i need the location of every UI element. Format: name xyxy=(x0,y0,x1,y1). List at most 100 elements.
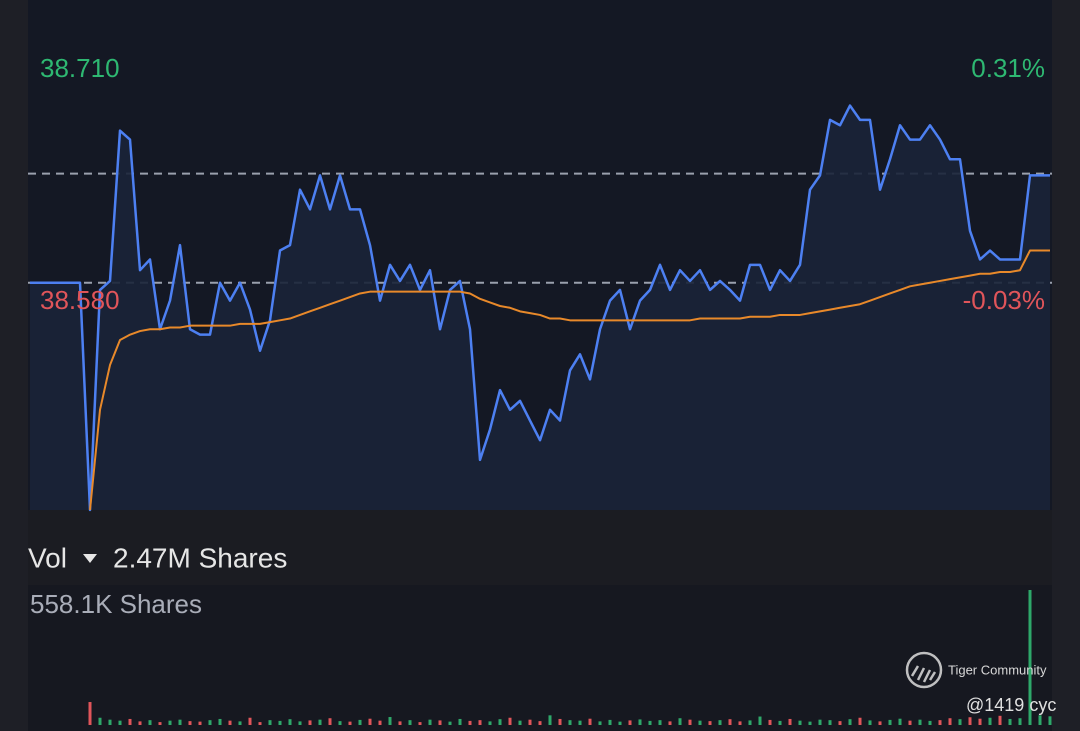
volume-bar xyxy=(1038,715,1042,725)
volume-bar xyxy=(188,721,192,725)
low-price-label: 38.580 xyxy=(40,285,120,315)
volume-bar xyxy=(998,715,1002,725)
volume-bar xyxy=(268,720,272,725)
volume-bar xyxy=(658,720,662,725)
volume-max-label: 558.1K Shares xyxy=(30,589,202,619)
volume-label[interactable]: Vol xyxy=(28,542,67,573)
volume-bar xyxy=(588,718,592,725)
volume-bar xyxy=(248,717,252,725)
volume-bar xyxy=(408,720,412,725)
price-chart xyxy=(28,104,1052,512)
high-price-label: 38.710 xyxy=(40,53,120,83)
volume-bar xyxy=(938,720,942,725)
volume-bar xyxy=(308,720,312,725)
watermark-handle: @1419 cyc xyxy=(966,695,1056,715)
volume-bar xyxy=(88,702,92,725)
volume-bar xyxy=(498,719,502,725)
volume-bar xyxy=(1048,716,1052,725)
volume-bar xyxy=(678,718,682,725)
volume-bar xyxy=(258,722,262,725)
volume-bar xyxy=(978,718,982,725)
dropdown-arrow[interactable] xyxy=(83,554,97,563)
volume-bar xyxy=(458,718,462,725)
volume-bar xyxy=(158,722,162,725)
volume-bar xyxy=(1028,590,1032,725)
volume-bar xyxy=(988,717,992,725)
price-area xyxy=(30,105,1050,510)
volume-bar xyxy=(368,718,372,725)
series-line xyxy=(30,104,1050,512)
volume-bar xyxy=(558,718,562,725)
volume-bar xyxy=(238,721,242,725)
volume-bar xyxy=(208,720,212,725)
volume-bar xyxy=(728,719,732,725)
volume-bar xyxy=(768,719,772,725)
volume-bar xyxy=(928,720,932,725)
volume-bar xyxy=(548,715,552,725)
volume-bar xyxy=(848,719,852,725)
volume-bar xyxy=(958,719,962,725)
volume-bar xyxy=(148,720,152,725)
volume-bar xyxy=(638,719,642,725)
volume-panel xyxy=(28,585,1052,731)
volume-bar xyxy=(168,720,172,725)
volume-bar xyxy=(318,719,322,725)
volume-bar xyxy=(868,720,872,725)
volume-bar xyxy=(378,720,382,725)
volume-total: 2.47M Shares xyxy=(113,542,287,573)
low-pct-label: -0.03% xyxy=(963,285,1045,315)
volume-bar xyxy=(528,719,532,725)
volume-bar xyxy=(598,721,602,725)
volume-bar xyxy=(708,721,712,725)
volume-bar xyxy=(608,719,612,725)
volume-bar xyxy=(568,720,572,725)
volume-bar xyxy=(578,720,582,725)
volume-bar xyxy=(688,719,692,725)
volume-bar xyxy=(298,721,302,725)
volume-bar xyxy=(698,720,702,725)
volume-bar xyxy=(828,720,832,725)
volume-bar xyxy=(618,721,622,725)
volume-bar xyxy=(628,720,632,725)
watermark-logo xyxy=(905,651,943,689)
volume-bar xyxy=(748,720,752,725)
volume-bar xyxy=(808,721,812,725)
volume-chart xyxy=(88,590,1052,725)
volume-bar xyxy=(388,717,392,725)
volume-bar xyxy=(888,719,892,725)
volume-bar xyxy=(478,720,482,725)
volume-bar xyxy=(878,721,882,725)
volume-bar xyxy=(908,720,912,725)
volume-bar xyxy=(858,717,862,725)
volume-bar xyxy=(718,720,722,725)
high-pct-label: 0.31% xyxy=(971,53,1045,83)
volume-bar xyxy=(898,718,902,725)
volume-bar xyxy=(438,720,442,725)
volume-header-area xyxy=(28,510,1052,585)
volume-bar xyxy=(798,720,802,725)
volume-bar xyxy=(288,719,292,725)
volume-bar xyxy=(338,721,342,725)
volume-bar xyxy=(348,721,352,725)
watermark-brand: Tiger Community xyxy=(948,662,1047,677)
volume-bar xyxy=(778,720,782,725)
volume-bar xyxy=(968,717,972,725)
volume-bar xyxy=(738,721,742,725)
volume-bar xyxy=(488,721,492,725)
volume-bar xyxy=(108,719,112,725)
volume-bar xyxy=(948,718,952,725)
series-line xyxy=(89,249,1050,511)
volume-bar xyxy=(918,719,922,725)
volume-bar xyxy=(118,720,122,725)
volume-bar xyxy=(648,720,652,725)
volume-bar xyxy=(838,721,842,725)
volume-bar xyxy=(358,719,362,725)
volume-bar xyxy=(788,718,792,725)
volume-bar xyxy=(138,721,142,725)
volume-bar xyxy=(278,720,282,725)
volume-bar xyxy=(98,717,102,725)
volume-bar xyxy=(198,721,202,725)
volume-bar xyxy=(448,721,452,725)
volume-bar xyxy=(328,718,332,725)
